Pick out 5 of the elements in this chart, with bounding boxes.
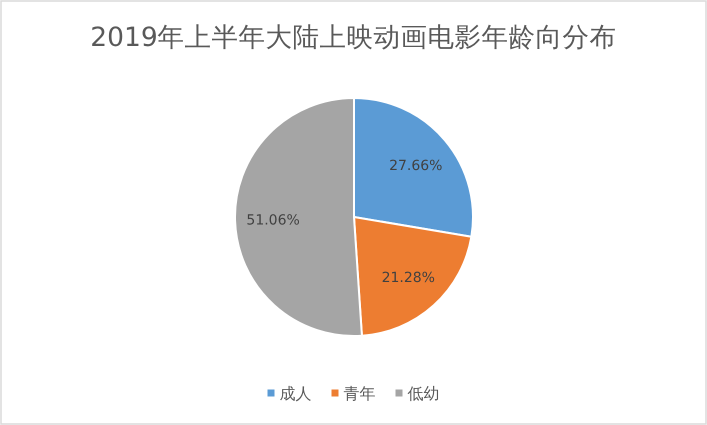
title: 2019年上半年大陆上映动画电影年龄向分布 [90, 22, 617, 53]
legend-label: 成人 [280, 384, 312, 403]
legend: 成人 青年 低幼 [268, 384, 440, 403]
legend-label: 青年 [344, 384, 376, 403]
legend-label: 低幼 [408, 384, 440, 403]
